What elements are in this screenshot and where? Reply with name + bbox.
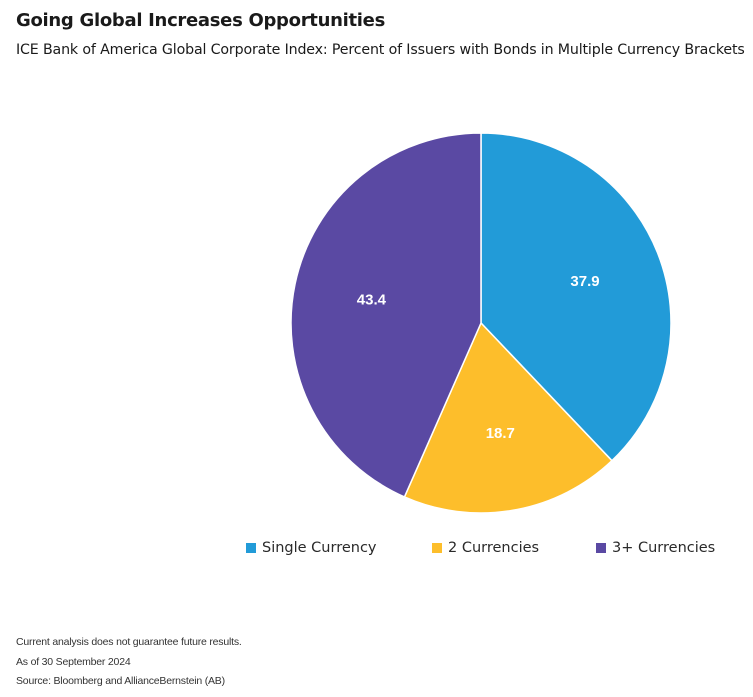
pie-slice-single-currency xyxy=(480,132,672,462)
data-label-single-currency: 37.9 xyxy=(570,273,599,290)
source-note: Source: Bloomberg and AllianceBernstein … xyxy=(16,675,225,687)
chart-notes: Current analysis does not guarantee futu… xyxy=(16,633,242,692)
legend-swatch-2-currencies xyxy=(432,543,442,553)
as-of-date: As of 30 September 2024 xyxy=(16,655,131,668)
pie-slice-2-currencies xyxy=(403,322,613,514)
legend-item-2-currencies: 2 Currencies xyxy=(432,540,539,556)
disclaimer-note: Current analysis does not guarantee futu… xyxy=(16,636,242,648)
legend-label-2-currencies: 2 Currencies xyxy=(448,540,540,556)
legend-label-3-plus-currencies: 3+ Currencies xyxy=(612,540,716,556)
legend-swatch-single-currency xyxy=(246,543,256,553)
legend-item-3-plus-currencies: 3+ Currencies xyxy=(596,540,715,556)
chart-legend: Single Currency 2 Currencies 3+ Currenci… xyxy=(246,540,726,560)
legend-item-single-currency: Single Currency xyxy=(246,540,377,556)
chart-title: Going Global Increases Opportunities xyxy=(16,10,385,31)
chart-subtitle: ICE Bank of America Global Corporate Ind… xyxy=(16,42,745,58)
legend-swatch-3-plus-currencies xyxy=(596,543,606,553)
data-label-3-plus-currencies: 43.4 xyxy=(357,291,387,308)
pie-slice-3-plus-currencies xyxy=(290,132,482,498)
data-label-2-currencies: 18.7 xyxy=(486,425,515,442)
legend-label-single-currency: Single Currency xyxy=(262,540,377,556)
